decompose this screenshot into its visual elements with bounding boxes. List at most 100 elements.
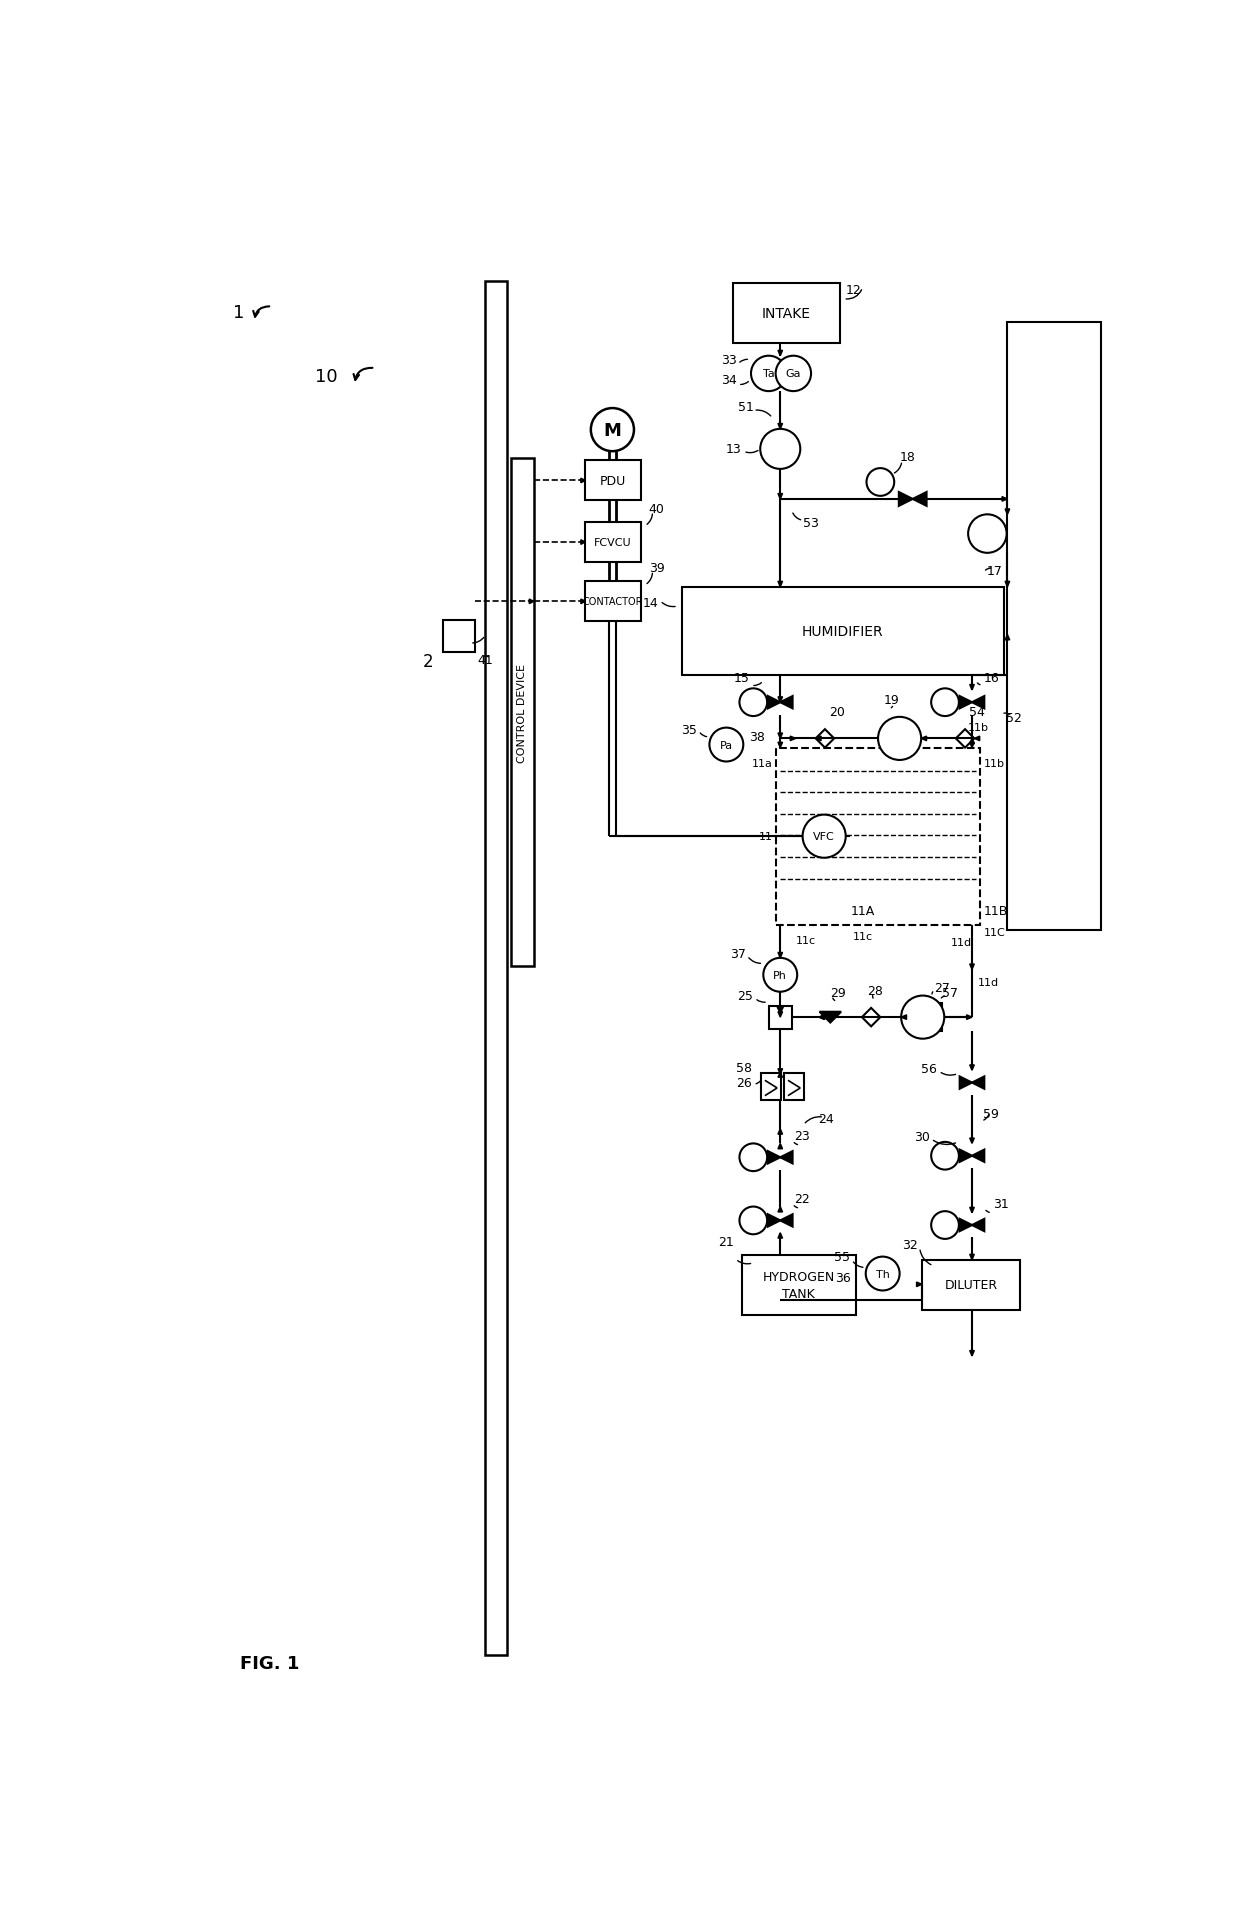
Polygon shape [921,497,926,502]
Text: 32: 32 [903,1238,918,1252]
Polygon shape [580,541,585,545]
Bar [585,582,641,622]
Text: CONTROL DEVICE: CONTROL DEVICE [517,663,527,763]
Text: M: M [604,421,621,439]
Text: 52: 52 [1007,711,1022,724]
Circle shape [931,1142,959,1171]
Text: 38: 38 [749,730,765,744]
Circle shape [709,728,743,761]
Bar [733,284,839,344]
Polygon shape [820,1012,841,1022]
Circle shape [866,1258,899,1291]
Circle shape [931,1211,959,1238]
Text: 11B: 11B [983,904,1008,918]
Polygon shape [777,1072,782,1078]
Polygon shape [777,425,782,429]
Polygon shape [818,1016,825,1020]
Text: 12: 12 [846,284,862,298]
Text: 11c: 11c [853,931,873,941]
Polygon shape [960,697,972,709]
Polygon shape [970,1065,975,1070]
Polygon shape [899,493,913,506]
Polygon shape [972,1076,985,1090]
Polygon shape [580,599,585,605]
Text: TANK: TANK [782,1287,815,1300]
Text: 11: 11 [759,833,773,842]
Text: 24: 24 [818,1113,835,1126]
Polygon shape [970,964,975,970]
Polygon shape [816,736,821,742]
Text: FCVCU: FCVCU [594,537,632,549]
Text: 11c: 11c [796,935,816,945]
Text: CONTACTOR: CONTACTOR [583,597,644,607]
Text: 40: 40 [649,502,665,516]
Text: 23: 23 [794,1130,810,1142]
Text: DILUTER: DILUTER [945,1279,998,1291]
Text: 1: 1 [233,303,244,321]
Text: 11b: 11b [967,723,988,732]
Polygon shape [777,744,782,748]
Text: 37: 37 [729,947,745,960]
Bar [511,460,534,966]
Text: 29: 29 [830,987,846,999]
Text: 53: 53 [804,516,820,529]
Circle shape [802,815,846,858]
Text: 11C: 11C [983,927,1006,937]
Circle shape [776,357,811,392]
Text: 34: 34 [720,375,737,386]
Polygon shape [768,1215,780,1227]
Text: 36: 36 [835,1271,851,1285]
Bar [914,1005,942,1032]
Text: 33: 33 [720,354,737,367]
Text: 11a: 11a [751,759,773,769]
Text: 39: 39 [649,562,665,574]
Polygon shape [777,952,782,958]
Polygon shape [899,497,904,502]
Polygon shape [768,1151,780,1163]
Bar [784,1072,804,1101]
Circle shape [590,410,634,452]
Text: Pa: Pa [719,740,733,750]
Polygon shape [580,479,585,483]
Text: Th: Th [875,1269,889,1279]
Text: 58: 58 [735,1061,751,1074]
Text: 54: 54 [968,705,985,719]
Text: 11b: 11b [983,759,1004,769]
Polygon shape [970,686,975,690]
Polygon shape [970,740,975,744]
Text: 30: 30 [914,1130,930,1144]
Circle shape [968,516,1007,554]
Polygon shape [777,582,782,587]
Polygon shape [970,1350,975,1356]
Text: 19: 19 [884,694,900,707]
Polygon shape [970,1208,975,1213]
Bar [485,282,507,1656]
Bar [585,524,641,562]
Polygon shape [972,1150,985,1163]
Text: 13: 13 [725,442,742,456]
Text: 41: 41 [477,655,494,667]
Polygon shape [916,1283,921,1287]
Polygon shape [777,495,782,500]
Text: 14: 14 [642,597,658,609]
Text: 11A: 11A [851,904,874,918]
Circle shape [751,357,786,392]
Text: VFC: VFC [813,833,835,842]
Polygon shape [960,1150,972,1163]
Polygon shape [972,697,985,709]
Text: 31: 31 [993,1198,1009,1209]
Text: 59: 59 [983,1107,999,1121]
Polygon shape [970,1138,975,1144]
Polygon shape [1002,497,1007,502]
Text: 57: 57 [941,987,957,999]
Text: Ta: Ta [763,369,775,379]
Polygon shape [777,1068,782,1074]
Circle shape [739,1208,768,1235]
Bar [921,1260,1021,1310]
Polygon shape [777,1233,782,1238]
Polygon shape [780,697,792,709]
Text: HUMIDIFIER: HUMIDIFIER [802,624,883,638]
Polygon shape [1006,510,1009,516]
Bar [769,1007,792,1030]
Polygon shape [777,1012,782,1018]
